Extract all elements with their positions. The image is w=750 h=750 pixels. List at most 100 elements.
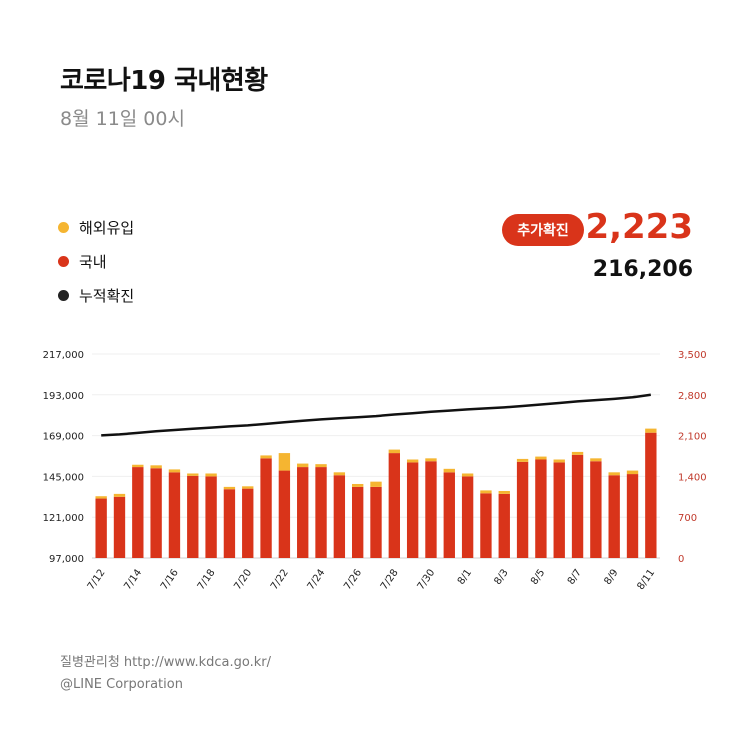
bar-domestic [333, 475, 346, 558]
x-tick-label: 8/1 [456, 567, 474, 586]
y-left-tick-label: 217,000 [43, 350, 84, 361]
x-tick-label: 7/22 [269, 567, 291, 592]
bar-imported [370, 481, 382, 487]
y-right-tick-label: 1,400 [678, 472, 707, 483]
bar-imported [425, 458, 437, 462]
bar-imported [608, 472, 620, 476]
legend: 해외유입 국내 누적확진 [58, 210, 134, 312]
y-right-tick-label: 700 [678, 513, 697, 524]
legend-label: 국내 [79, 252, 107, 271]
footer: 질병관리청 http://www.kdca.go.kr/ @LINE Corpo… [60, 652, 271, 696]
new-cases-badge: 추가확진 [502, 214, 584, 246]
y-left-tick-label: 121,000 [43, 513, 84, 524]
combo-chart: 97,000 0 121,000 700 145,000 1,400 169,000 2,10… [43, 350, 707, 592]
bar-imported [260, 455, 272, 459]
bar-domestic [351, 486, 364, 558]
bar-domestic [626, 474, 639, 558]
bar-imported [113, 493, 126, 497]
bar-imported [187, 473, 199, 476]
bar-imported [150, 465, 162, 469]
bar-imported [351, 483, 364, 487]
date-subtitle: 8월 11일 00시 [60, 108, 185, 130]
bar-imported [242, 486, 254, 489]
bar-domestic [242, 488, 254, 558]
bar-domestic [205, 476, 217, 558]
source-text: 질병관리청 http://www.kdca.go.kr/ [60, 655, 271, 670]
x-tick-label: 7/16 [159, 567, 181, 592]
y-left-tick-label: 97,000 [49, 554, 84, 565]
bar-imported [571, 451, 584, 455]
bar-imported [406, 459, 419, 463]
x-tick-label: 8/7 [566, 567, 584, 586]
x-tick-label: 7/18 [196, 567, 218, 592]
x-tick-label: 8/3 [492, 567, 510, 586]
bar-imported [626, 470, 639, 475]
x-tick-label: 8/11 [635, 567, 657, 592]
x-tick-label: 7/20 [232, 567, 254, 592]
legend-label: 누적확진 [79, 286, 135, 305]
bar-imported [168, 469, 181, 473]
bar-domestic [168, 472, 181, 558]
bar-domestic [187, 475, 199, 558]
bar-domestic [260, 458, 272, 558]
x-tick-label: 7/14 [122, 567, 144, 592]
bar-imported [461, 473, 474, 477]
bar-domestic [443, 472, 455, 558]
y-right-tick-label: 2,100 [678, 432, 707, 443]
bar-domestic [132, 467, 144, 558]
bar-domestic [498, 493, 510, 558]
bar-domestic [388, 453, 401, 558]
bar-domestic [425, 461, 437, 558]
y-left-tick-label: 193,000 [43, 391, 84, 402]
x-tick-label: 8/5 [529, 567, 547, 586]
bar-domestic [150, 468, 162, 558]
bar-imported [278, 453, 291, 471]
bar-imported [498, 490, 510, 494]
bar-domestic [480, 493, 492, 558]
x-tick-label: 7/26 [342, 567, 364, 592]
bar-imported [95, 496, 107, 499]
bar-domestic [461, 476, 474, 558]
legend-item-imported: 해외유입 [58, 210, 134, 244]
bar-domestic [223, 489, 236, 558]
legend-item-domestic: 국내 [58, 244, 134, 278]
bar-domestic [370, 486, 382, 558]
y-left-tick-label: 145,000 [43, 472, 84, 483]
bar-imported [205, 473, 217, 477]
bar-imported [443, 468, 455, 473]
bar-domestic [278, 470, 291, 558]
y-right-tick-label: 3,500 [678, 350, 707, 361]
bar-domestic [95, 498, 107, 558]
y-right-tick-label: 2,800 [678, 391, 707, 402]
bar-imported [590, 458, 602, 462]
x-tick-label: 8/9 [602, 567, 620, 586]
y-left-tick-label: 169,000 [43, 432, 84, 443]
credit-text: @LINE Corporation [60, 677, 183, 692]
bar-imported [297, 463, 309, 468]
bar-imported [645, 428, 657, 433]
bar-imported [480, 490, 492, 494]
bar-domestic [571, 454, 584, 558]
legend-dot-icon [58, 255, 69, 267]
x-tick-label: 7/30 [416, 567, 438, 592]
legend-label: 해외유입 [79, 218, 135, 237]
bar-domestic [406, 462, 419, 558]
legend-dot-icon [58, 221, 69, 233]
bar-domestic [535, 459, 547, 558]
bar-imported [516, 458, 529, 462]
bar-domestic [113, 496, 126, 558]
x-tick-label: 7/24 [306, 567, 328, 592]
bar-domestic [608, 475, 620, 558]
chart-title: 코로나19 국내현황 [60, 66, 268, 96]
bar-domestic [315, 467, 327, 558]
new-cases-count: 2,223 [585, 207, 693, 247]
bar-domestic [516, 461, 529, 558]
bar-imported [333, 472, 346, 476]
cumulative-line [101, 393, 651, 437]
y-right-tick-label: 0 [678, 554, 684, 565]
x-tick-label: 7/12 [86, 567, 108, 592]
legend-item-cumulative: 누적확진 [58, 278, 134, 312]
bar-imported [132, 464, 144, 468]
legend-dot-icon [58, 289, 69, 301]
bar-imported [535, 456, 547, 460]
